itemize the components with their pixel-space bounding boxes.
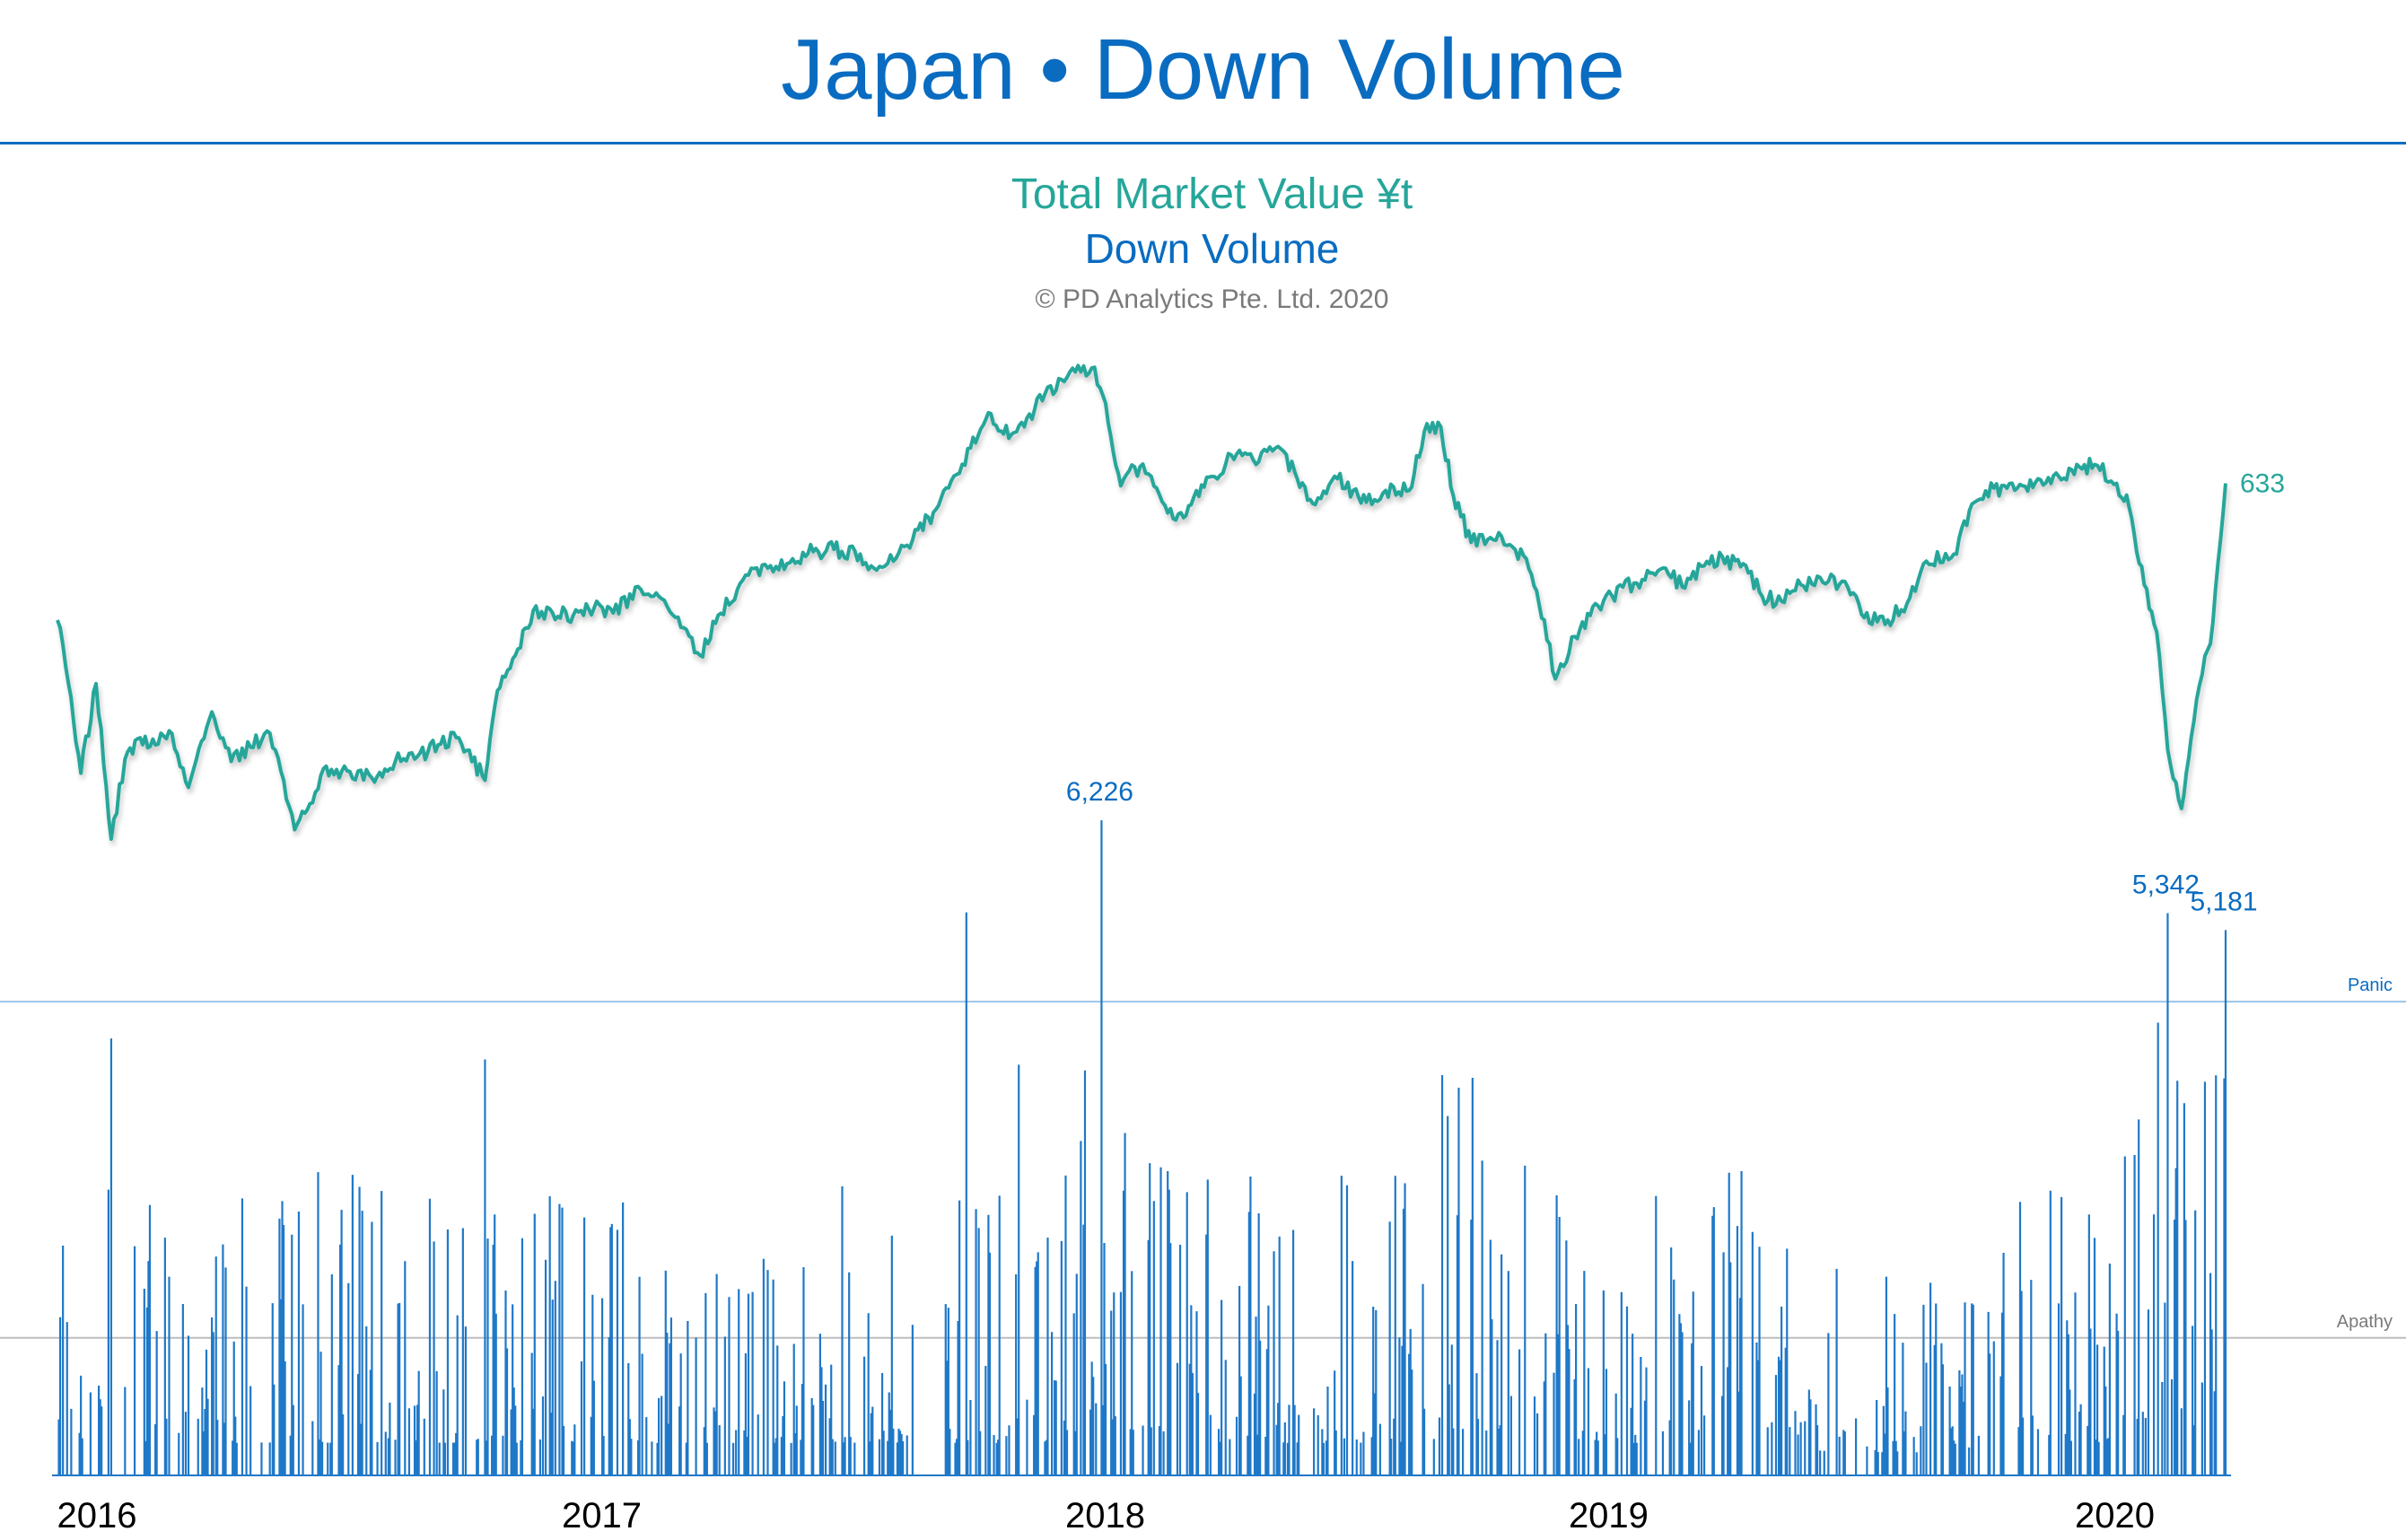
copyright-notice: © PD Analytics Pte. Ltd. 2020 [1035, 284, 1389, 314]
down-volume-bars [52, 820, 2231, 1476]
x-tick-label: 2017 [562, 1496, 642, 1536]
down-volume-callout-label: 5,342 [2132, 871, 2200, 900]
legend-down-volume: Down Volume [1084, 225, 1340, 272]
title-rule [0, 142, 2406, 144]
reference-label-apathy: Apathy [2337, 1312, 2393, 1332]
page-title: Japan • Down Volume [781, 22, 1625, 118]
down-volume-callout-label: 6,226 [1066, 777, 1133, 807]
market-value-end-label: 633 [2240, 469, 2285, 499]
reference-lines: Panic Apathy [0, 976, 2406, 1339]
x-tick-label: 2019 [1569, 1496, 1649, 1536]
x-tick-label: 2018 [1065, 1496, 1145, 1536]
x-tick-label: 2016 [57, 1496, 137, 1536]
legend-market-value: Total Market Value ¥t [1011, 171, 1413, 218]
market-value-line [56, 363, 2227, 841]
down-volume-callout-label: 5,181 [2190, 887, 2257, 916]
reference-label-panic: Panic [2348, 976, 2393, 995]
x-tick-label: 2020 [2075, 1496, 2155, 1536]
market-value-series-line [56, 363, 2227, 841]
